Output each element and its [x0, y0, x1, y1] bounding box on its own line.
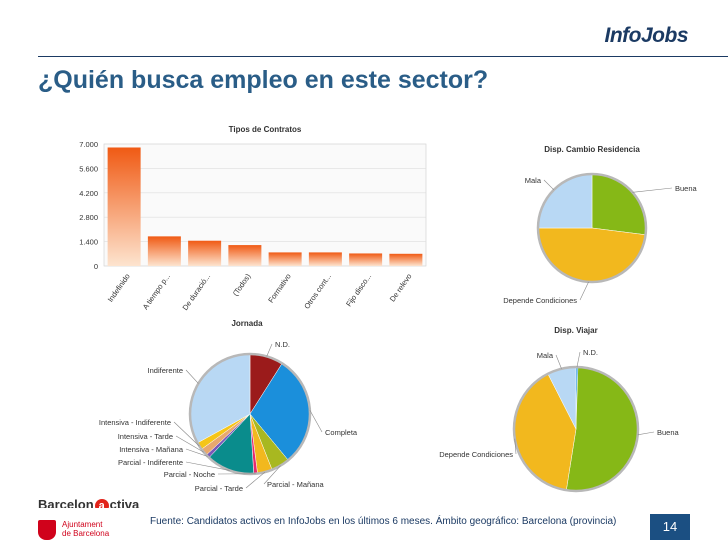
bar-y-tick-label: 1.400	[79, 238, 98, 247]
residencia-leader	[579, 281, 589, 301]
jornada-label: Parcial - Indiferente	[118, 458, 183, 467]
ajuntament-line1: Ajuntament	[62, 520, 103, 529]
residencia-rim	[536, 172, 648, 284]
jornada-label: Parcial - Noche	[164, 470, 215, 479]
ajuntament-line2: de Barcelona	[62, 529, 110, 538]
viajar-label: Depende Condiciones	[439, 450, 513, 459]
bar	[188, 240, 222, 266]
bar-y-tick-label: 5.600	[79, 164, 98, 173]
jornada-leader	[185, 448, 208, 457]
footer: Fuente: Candidatos activos en InfoJobs e…	[0, 508, 728, 546]
bar-chart-title: Tipos de Contratos	[229, 125, 302, 134]
ajuntament-text: Ajuntament de Barcelona	[62, 520, 109, 538]
bar-y-tick-label: 2.800	[79, 213, 98, 222]
jornada-title: Jornada	[231, 319, 263, 328]
viajar-leader	[514, 438, 517, 455]
pie-chart-jornada: Jornada N.D. Completa Parcial - Mañana Parci…	[99, 319, 358, 493]
viajar-leader	[637, 431, 655, 436]
bar	[268, 252, 302, 266]
bar-y-tick-label: 4.200	[79, 189, 98, 198]
bar	[228, 245, 262, 266]
jornada-leader	[309, 410, 323, 433]
bar-x-tick-label: Formativo	[266, 272, 292, 304]
bar-x-tick-label: De duració...	[180, 272, 212, 312]
bar-x-tick-label: De relevo	[388, 272, 414, 303]
bar	[107, 147, 141, 266]
residencia-label: Mala	[525, 176, 542, 185]
jornada-label: N.D.	[275, 340, 290, 349]
bar-x-tick-label: Otros cont...	[302, 272, 333, 311]
jornada-label: Intensiva - Mañana	[119, 445, 184, 454]
jornada-label: Intensiva - Indiferente	[99, 418, 171, 427]
residencia-leader	[543, 179, 555, 191]
source-note: Fuente: Candidatos activos en InfoJobs e…	[150, 516, 617, 527]
ajuntament-shield-icon	[38, 520, 56, 540]
page-title: ¿Quién busca empleo en este sector?	[38, 66, 489, 94]
bar-x-tick-label: A tiempo p...	[141, 272, 172, 311]
residencia-title: Disp. Cambio Residencia	[544, 145, 640, 154]
jornada-label: Parcial - Mañana	[267, 480, 325, 489]
jornada-leader	[245, 471, 266, 489]
jornada-leader	[175, 435, 204, 453]
bar-chart-tipos-contratos: Tipos de Contratos 0 1.400 2.800 4.200 5.600 7…	[79, 125, 427, 312]
jornada-label: Indiferente	[148, 366, 183, 375]
bar	[389, 253, 423, 266]
infojobs-logo: InfoJobs	[604, 24, 689, 47]
jornada-leader	[263, 465, 281, 485]
jornada-leader	[266, 343, 273, 357]
residencia-slice	[591, 173, 647, 236]
header-divider	[38, 56, 728, 57]
viajar-leader	[576, 351, 581, 368]
viajar-label: Buena	[657, 428, 680, 437]
jornada-leader	[185, 369, 199, 384]
residencia-leader	[632, 187, 673, 193]
bar	[349, 253, 383, 266]
bar-x-tick-label: Indefinido	[106, 272, 132, 304]
bar-x-tick-label: Fijo disco...	[344, 272, 373, 308]
jornada-label: Parcial - Tarde	[195, 484, 243, 493]
page-number: 14	[650, 514, 690, 540]
viajar-rim	[512, 365, 640, 493]
pie-chart-cambio-residencia: Disp. Cambio Residencia Buena Depende Cond…	[503, 145, 697, 305]
viajar-title: Disp. Viajar	[554, 326, 597, 335]
jornada-label: Completa	[325, 428, 358, 437]
viajar-leader	[555, 354, 562, 369]
viajar-label: N.D.	[583, 348, 598, 357]
bar-x-tick-label: (Todos)	[231, 272, 253, 298]
bar-y-tick-label: 0	[94, 262, 98, 271]
viajar-label: Mala	[537, 351, 554, 360]
pie-chart-viajar: Disp. Viajar N.D. Buena Depende Condiciones…	[439, 326, 680, 493]
jornada-leader	[185, 461, 230, 471]
jornada-label: Intensiva - Tarde	[118, 432, 173, 441]
bar	[147, 236, 181, 266]
residencia-label: Buena	[675, 184, 698, 193]
bar	[308, 252, 342, 266]
residencia-slice	[537, 227, 646, 283]
residencia-label: Depende Condiciones	[503, 296, 577, 305]
jornada-leader	[173, 421, 200, 447]
bar-y-tick-label: 7.000	[79, 140, 98, 149]
